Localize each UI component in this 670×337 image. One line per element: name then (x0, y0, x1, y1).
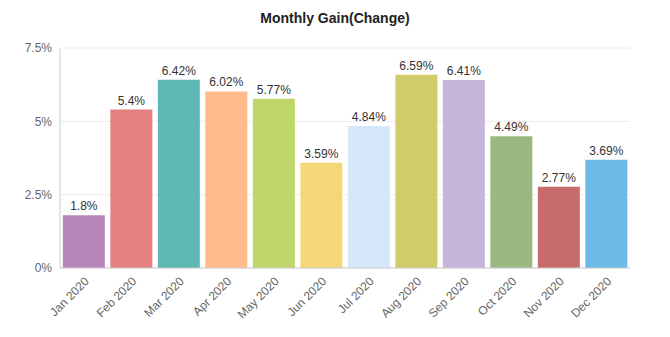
svg-text:May 2020: May 2020 (235, 274, 282, 321)
svg-text:Jun 2020: Jun 2020 (285, 274, 330, 319)
svg-text:Nov 2020: Nov 2020 (521, 274, 567, 320)
svg-text:Oct 2020: Oct 2020 (475, 274, 520, 319)
svg-text:Aug 2020: Aug 2020 (378, 274, 424, 320)
svg-text:Mar 2020: Mar 2020 (141, 274, 187, 320)
svg-text:Jul 2020: Jul 2020 (335, 274, 377, 316)
svg-text:Feb 2020: Feb 2020 (94, 274, 140, 320)
svg-text:3.59%: 3.59% (304, 147, 338, 161)
svg-text:5%: 5% (35, 115, 53, 129)
svg-text:6.42%: 6.42% (162, 64, 196, 78)
svg-text:6.59%: 6.59% (399, 59, 433, 73)
svg-text:4.49%: 4.49% (494, 120, 528, 134)
svg-text:Jan 2020: Jan 2020 (47, 274, 92, 319)
svg-text:Dec 2020: Dec 2020 (568, 274, 614, 320)
svg-text:1.8%: 1.8% (70, 199, 98, 213)
svg-text:2.77%: 2.77% (542, 171, 576, 185)
svg-text:4.84%: 4.84% (352, 110, 386, 124)
svg-text:0%: 0% (35, 261, 53, 275)
svg-text:7.5%: 7.5% (25, 41, 53, 55)
svg-text:2.5%: 2.5% (25, 188, 53, 202)
svg-text:6.41%: 6.41% (447, 64, 481, 78)
svg-text:3.69%: 3.69% (589, 144, 623, 158)
html-text:Monthly Gain(Change): Monthly Gain(Change) (260, 10, 410, 26)
svg-text:6.02%: 6.02% (209, 75, 243, 89)
svg-text:Apr 2020: Apr 2020 (190, 274, 235, 319)
svg-text:5.77%: 5.77% (257, 83, 291, 97)
svg-text:Sep 2020: Sep 2020 (426, 274, 472, 320)
svg-text:5.4%: 5.4% (118, 94, 146, 108)
